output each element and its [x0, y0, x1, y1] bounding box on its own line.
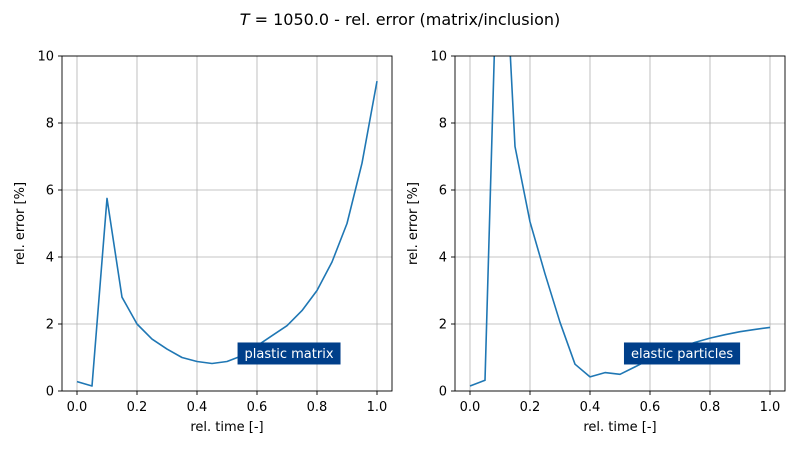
- title-rest: = 1050.0 - rel. error (matrix/inclusion): [250, 10, 561, 29]
- axes-frame: [61, 55, 393, 392]
- y-tick-label: 4: [46, 251, 54, 266]
- y-tick-label: 0: [46, 385, 54, 400]
- x-tick-label: 0.2: [127, 400, 148, 415]
- x-axis-label: rel. time [-]: [190, 420, 263, 435]
- y-tick-label: 10: [37, 50, 54, 65]
- annotation-box: plastic matrix: [237, 342, 341, 365]
- y-axis-label: rel. error [%]: [13, 182, 28, 265]
- series-line-1: [469, 56, 771, 387]
- chart-panel-2: 0.0 0.2 0.4 0.6 0.8 1.0 0 2 4 6 8 10 rel. time [-] re…: [406, 50, 786, 435]
- y-tick-label: 10: [430, 50, 447, 65]
- grid-lines: [62, 55, 392, 392]
- x-tick-label: 0.6: [640, 400, 661, 415]
- y-tick-label: 2: [46, 318, 54, 333]
- axes-frame: [454, 55, 786, 392]
- x-tick-label: 0.0: [67, 400, 88, 415]
- x-tick-label: 1.0: [760, 400, 781, 415]
- title-variable: T: [240, 10, 251, 29]
- grid-lines: [455, 55, 785, 392]
- x-tick-label: 0.4: [580, 400, 601, 415]
- y-tick-label: 6: [46, 184, 54, 199]
- series-line-1: [76, 80, 378, 387]
- x-tick-label: 0.8: [700, 400, 721, 415]
- annotation-background: [623, 342, 741, 365]
- annotation-box: elastic particles: [623, 342, 741, 365]
- annotation-text: elastic particles: [631, 347, 733, 362]
- x-axis-label: rel. time [-]: [583, 420, 656, 435]
- x-tick-label: 0.4: [187, 400, 208, 415]
- y-tick-label: 2: [439, 318, 447, 333]
- x-tick-label: 0.2: [520, 400, 541, 415]
- y-tick-label: 6: [439, 184, 447, 199]
- x-tick-label: 1.0: [367, 400, 388, 415]
- y-tick-label: 0: [439, 385, 447, 400]
- x-tick-label: 0.0: [460, 400, 481, 415]
- annotation-text: plastic matrix: [245, 347, 334, 362]
- y-tick-label: 8: [46, 117, 54, 132]
- x-tick-label: 0.8: [307, 400, 328, 415]
- annotation-background: [237, 342, 341, 365]
- y-tick-label: 4: [439, 251, 447, 266]
- y-tick-label: 8: [439, 117, 447, 132]
- chart-panel-1: 0.0 0.2 0.4 0.6 0.8 1.0 0 2 4 6 8 10 rel. time [-] re…: [13, 50, 393, 435]
- figure-title: T = 1050.0 - rel. error (matrix/inclusio…: [240, 10, 561, 29]
- x-tick-label: 0.6: [247, 400, 268, 415]
- y-axis-label: rel. error [%]: [406, 182, 421, 265]
- panels: 0.0 0.2 0.4 0.6 0.8 1.0 0 2 4 6 8 10 rel. time [-] re…: [13, 50, 786, 435]
